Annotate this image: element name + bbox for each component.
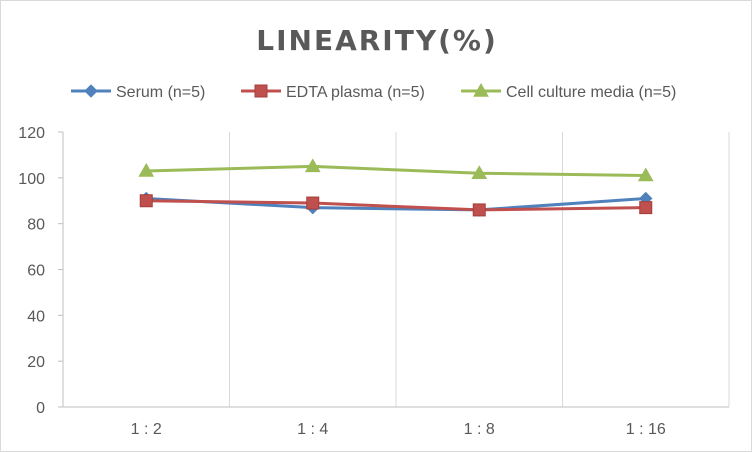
data-point [138,162,155,177]
series-3 [138,158,654,182]
gridlines [229,132,730,407]
x-tick-label: 1 : 16 [626,421,666,438]
y-tick-label: 80 [27,217,45,234]
series-2 [139,194,653,217]
data-point [637,167,654,182]
y-tick-label: 0 [36,400,45,417]
y-tick-label: 20 [27,354,45,371]
data-point [472,203,486,217]
y-axis-ticks: 0 20 40 60 80 100 120 [18,125,63,417]
legend-marker [254,84,268,98]
series-group [138,158,654,217]
x-axis-ticks: 1 : 2 1 : 4 1 : 8 1 : 16 [131,421,666,438]
y-tick-label: 40 [27,308,45,325]
legend-item: Serum (n=5) [71,84,205,101]
x-tick-label: 1 : 8 [464,421,495,438]
data-point [306,196,320,210]
legend-marker [84,84,98,98]
y-tick-label: 120 [18,125,45,142]
data-point [471,165,488,179]
y-tick-label: 60 [27,263,45,280]
data-point [139,194,153,208]
data-point [639,201,653,215]
legend-item: EDTA plasma (n=5) [241,84,425,101]
x-tick-label: 1 : 2 [131,421,162,438]
data-point [304,158,321,173]
legend: Serum (n=5) EDTA plasma (n=5) Cell culture… [71,82,676,101]
legend-label: Serum (n=5) [116,84,205,101]
legend-marker [473,82,489,97]
series-line [146,164,646,178]
chart-title: LINEARITY(%) [256,24,498,57]
legend-label: Cell culture media (n=5) [506,84,676,101]
x-tick-label: 1 : 4 [297,421,328,438]
series-line [146,199,646,212]
legend-label: EDTA plasma (n=5) [286,84,425,101]
y-tick-label: 100 [18,171,45,188]
legend-item: Cell culture media (n=5) [461,82,676,101]
